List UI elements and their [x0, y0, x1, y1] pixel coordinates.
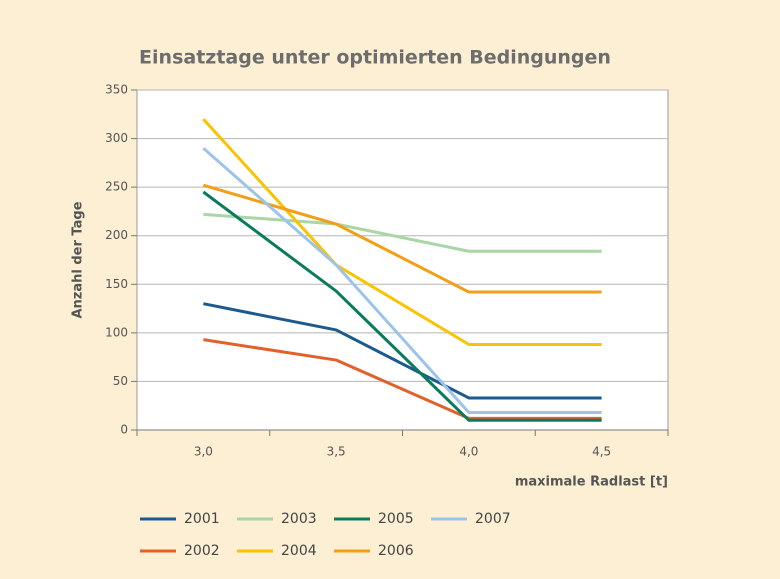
y-tick-label: 250 — [105, 180, 128, 194]
legend-label: 2005 — [378, 511, 414, 527]
series-line — [203, 212, 602, 253]
y-tick-label: 50 — [113, 374, 128, 388]
y-tick-label: 350 — [105, 83, 128, 97]
x-tick-label: 4,0 — [459, 445, 478, 459]
y-tick-label: 100 — [105, 325, 128, 339]
plot-area — [136, 89, 669, 431]
series-line — [202, 147, 602, 415]
x-tick-label: 4,5 — [592, 445, 611, 459]
y-tick-label: 200 — [105, 228, 128, 242]
y-tick-label: 150 — [105, 277, 128, 291]
series-line — [202, 118, 602, 347]
y-axis-label: Anzahl der Tage — [71, 201, 86, 318]
legend-label: 2003 — [281, 511, 317, 527]
x-axis-label: maximale Radlast [t] — [515, 475, 668, 490]
y-tick-label: 0 — [120, 423, 128, 437]
chart-title: Einsatztage unter optimierten Bedingunge… — [139, 47, 611, 69]
legend-label: 2007 — [475, 511, 511, 527]
legend-label: 2004 — [281, 543, 317, 559]
x-tick-label: 3,5 — [327, 445, 346, 459]
x-tick-label: 3,0 — [194, 445, 213, 459]
series-line — [203, 338, 602, 420]
legend-label: 2006 — [378, 543, 414, 559]
series-line — [202, 190, 602, 422]
legend-label: 2001 — [184, 511, 220, 527]
y-tick-label: 300 — [105, 131, 128, 145]
series-line — [203, 302, 602, 400]
legend-label: 2002 — [184, 543, 220, 559]
